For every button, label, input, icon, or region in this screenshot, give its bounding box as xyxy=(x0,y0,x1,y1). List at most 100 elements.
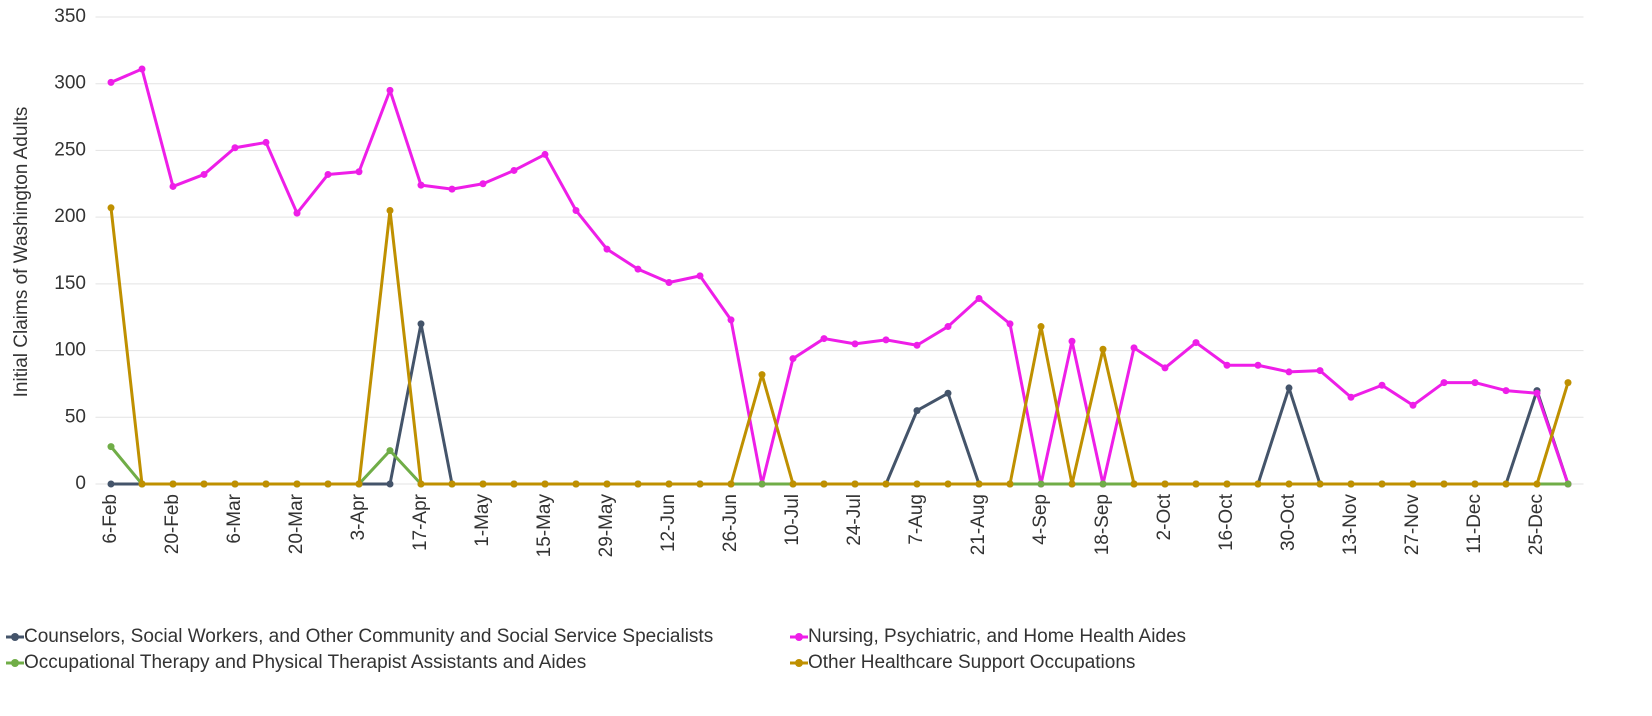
data-point xyxy=(1502,480,1510,488)
data-point xyxy=(386,206,394,214)
data-point xyxy=(665,480,673,488)
legend-marker xyxy=(11,633,19,641)
legend-label: Nursing, Psychiatric, and Home Health Ai… xyxy=(808,626,1186,647)
data-point xyxy=(107,78,115,86)
data-point xyxy=(200,480,208,488)
data-point xyxy=(851,340,859,348)
data-point xyxy=(1223,361,1231,369)
data-point xyxy=(324,480,332,488)
x-tick-label: 20-Feb xyxy=(162,494,183,554)
data-point xyxy=(324,170,332,178)
data-point xyxy=(1316,367,1324,375)
x-tick-label: 24-Jul xyxy=(844,494,865,546)
data-point xyxy=(417,480,425,488)
data-point xyxy=(107,480,115,488)
data-point xyxy=(975,480,983,488)
x-tick-label: 26-Jun xyxy=(720,494,741,552)
legend-marker xyxy=(795,659,803,667)
data-point xyxy=(1254,361,1262,369)
x-tick-label: 17-Apr xyxy=(410,493,431,551)
data-point xyxy=(541,150,549,158)
data-point xyxy=(603,245,611,253)
x-tick-label: 7-Aug xyxy=(906,494,927,545)
data-point xyxy=(789,355,797,363)
x-tick-label: 3-Apr xyxy=(348,493,369,540)
data-point xyxy=(1440,379,1448,387)
data-point xyxy=(1192,480,1200,488)
data-point xyxy=(727,316,735,324)
data-point xyxy=(541,480,549,488)
data-point xyxy=(572,206,580,214)
data-point xyxy=(944,323,952,331)
data-point xyxy=(1378,480,1386,488)
data-point xyxy=(944,389,952,397)
x-tick-label: 20-Mar xyxy=(286,493,307,554)
data-point xyxy=(1564,379,1572,387)
y-tick-label: 300 xyxy=(54,73,86,94)
data-point xyxy=(479,480,487,488)
data-point xyxy=(386,86,394,94)
data-point xyxy=(169,480,177,488)
y-tick-label: 50 xyxy=(65,406,86,427)
series-line xyxy=(110,67,1570,486)
y-axis-label: Initial Claims of Washington Adults xyxy=(11,107,32,398)
data-point xyxy=(1347,480,1355,488)
data-point xyxy=(789,480,797,488)
data-point xyxy=(355,168,363,176)
data-point xyxy=(1502,387,1510,395)
x-tick-label: 18-Sep xyxy=(1092,494,1113,555)
data-point xyxy=(851,480,859,488)
data-point xyxy=(355,480,363,488)
legend-label: Counselors, Social Workers, and Other Co… xyxy=(24,626,713,647)
data-point xyxy=(944,480,952,488)
x-tick-label: 10-Jul xyxy=(782,494,803,546)
data-point xyxy=(1006,480,1014,488)
data-point xyxy=(293,480,301,488)
x-tick-label: 30-Oct xyxy=(1278,493,1299,551)
data-point xyxy=(1471,480,1479,488)
data-point xyxy=(665,279,673,287)
data-point xyxy=(1099,345,1107,353)
data-point xyxy=(1409,401,1417,409)
data-point xyxy=(386,447,394,455)
data-point xyxy=(293,209,301,217)
data-point xyxy=(1409,480,1417,488)
data-point xyxy=(1161,364,1169,372)
x-tick-label: 15-May xyxy=(534,494,555,558)
data-point xyxy=(1099,480,1107,488)
data-point xyxy=(1285,368,1293,376)
x-tick-label: 2-Oct xyxy=(1154,493,1175,540)
data-point xyxy=(386,480,394,488)
data-point xyxy=(1316,480,1324,488)
x-tick-label: 16-Oct xyxy=(1216,493,1237,551)
data-point xyxy=(1533,389,1541,397)
data-point xyxy=(603,480,611,488)
data-point xyxy=(1533,480,1541,488)
data-point xyxy=(1285,384,1293,392)
data-point xyxy=(696,480,704,488)
legend-label: Occupational Therapy and Physical Therap… xyxy=(24,652,586,673)
data-point xyxy=(417,320,425,328)
x-tick-label: 12-Jun xyxy=(658,494,679,552)
data-point xyxy=(975,295,983,303)
data-point xyxy=(1037,323,1045,331)
x-tick-label: 1-May xyxy=(472,494,493,547)
y-tick-label: 0 xyxy=(75,473,86,494)
legend-label: Other Healthcare Support Occupations xyxy=(808,652,1135,673)
data-point xyxy=(1068,480,1076,488)
x-tick-label: 21-Aug xyxy=(968,494,989,555)
data-point xyxy=(913,407,921,415)
data-point xyxy=(231,144,239,152)
data-point xyxy=(1037,480,1045,488)
data-point xyxy=(510,166,518,174)
data-point xyxy=(169,182,177,190)
data-point xyxy=(727,480,735,488)
data-point xyxy=(448,480,456,488)
data-point xyxy=(820,335,828,343)
x-tick-label: 27-Nov xyxy=(1402,494,1423,556)
data-point xyxy=(417,181,425,189)
data-point xyxy=(882,480,890,488)
data-point xyxy=(1223,480,1231,488)
y-tick-label: 250 xyxy=(54,139,86,160)
data-point xyxy=(107,204,115,212)
